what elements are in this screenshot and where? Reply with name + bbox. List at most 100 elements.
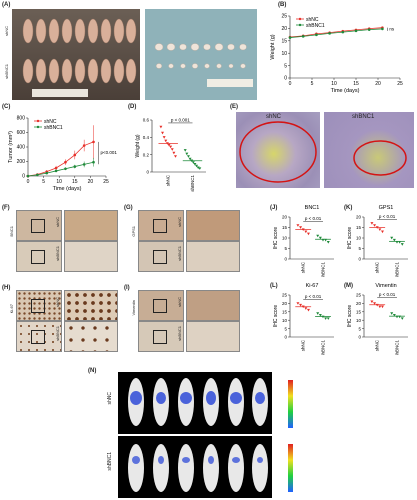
zoom-box xyxy=(153,299,167,313)
x-tick-label: 25 xyxy=(397,81,403,87)
y-tick-label: 20 xyxy=(282,301,288,306)
y-tick-label: 5 xyxy=(284,63,287,69)
y-tick-label: 15 xyxy=(282,225,288,230)
y-tick-label: 20 xyxy=(281,26,287,32)
zoom-box xyxy=(31,330,45,344)
panel-f-ihc-low-2: shBNC1 xyxy=(16,241,62,272)
panel-e-label: (E) xyxy=(230,104,238,110)
panel-e-he-image-shbnc1 xyxy=(324,112,414,188)
data-point-shNC xyxy=(64,160,67,164)
data-point-shNC xyxy=(304,230,308,234)
data-point-shBNC1 xyxy=(73,165,77,168)
data-point-shBNC1 xyxy=(316,312,320,315)
y-tick-label: 0 xyxy=(146,170,149,175)
y-axis-label: IHC score xyxy=(273,227,279,249)
data-point-shBNC1 xyxy=(301,35,305,38)
panel-n-imaging-shnc xyxy=(118,372,272,434)
y-axis-label: Weight (g) xyxy=(135,134,141,157)
mice-imaging-row1 xyxy=(128,378,268,426)
x-category-label: shBNC1 xyxy=(190,175,195,192)
x-tick-label: 20 xyxy=(88,179,94,185)
data-point-shBNC1 xyxy=(318,236,322,240)
x-tick-label: 15 xyxy=(353,81,359,87)
panel-c-label: (C) xyxy=(2,104,11,110)
x-category-label: shNC xyxy=(301,261,306,273)
data-point-shNC xyxy=(170,148,174,151)
panel-a-mice-photo xyxy=(12,9,140,100)
chart-tumor-weight-scatter: 0 0.2 0.4 0.6 Weight (g) shNC shBNC1 p < 0.001 xyxy=(135,117,206,192)
data-point-shBNC1 xyxy=(288,36,292,39)
data-point-shNC xyxy=(306,308,310,312)
data-point-shNC xyxy=(296,302,300,305)
y-tick-label: 15 xyxy=(356,310,362,315)
chart-gps1-ihc-score: 0 5 10 15 20 IHC score GPS1 shNC shBNC1 p < 0.01 xyxy=(347,205,408,277)
x-axis-label: Time (days) xyxy=(53,186,82,192)
x-tick-label: 5 xyxy=(42,179,45,185)
panel-a-row-shbnc1: shBNC1 xyxy=(4,64,9,79)
x-tick-label: 25 xyxy=(103,179,109,185)
panel-g-row2: shBNC1 xyxy=(177,246,182,261)
y-tick-label: 15 xyxy=(281,39,287,45)
x-category-label: shBNC1 xyxy=(395,262,400,277)
y-tick-label: 10 xyxy=(281,51,287,57)
legend-marker-shBNC1 xyxy=(298,23,302,27)
data-point-shBNC1 xyxy=(318,313,322,317)
data-point-shBNC1 xyxy=(341,30,345,34)
data-point-shBNC1 xyxy=(26,174,30,178)
data-point-shNC xyxy=(164,139,168,143)
data-point-shBNC1 xyxy=(198,167,202,170)
panel-h-row2: shBNC1 xyxy=(55,326,60,341)
panel-n-row-shbnc1: shBNC1 xyxy=(107,452,113,471)
significance-text: p < 0.001 xyxy=(171,117,190,122)
panel-f-ihc-zoom xyxy=(64,210,118,241)
data-point-shBNC1 xyxy=(390,236,394,240)
legend-marker-shNC xyxy=(36,119,40,123)
data-point-shNC xyxy=(82,144,86,147)
panel-h-ihc-low-2: shBNC1 xyxy=(16,321,62,352)
panel-d-label: (D) xyxy=(128,104,137,110)
data-point-shBNC1 xyxy=(185,152,189,156)
data-point-shNC xyxy=(296,224,300,227)
data-point-shBNC1 xyxy=(381,27,384,31)
data-point-shNC xyxy=(370,300,374,304)
legend-label-shNC: shNC xyxy=(306,17,319,23)
panel-i-label: (I) xyxy=(124,285,130,291)
panel-g-ihc-low-2: shBNC1 xyxy=(138,241,184,272)
x-axis-label: Time (days) xyxy=(331,88,360,94)
colorbar-1 xyxy=(288,380,293,428)
data-point-shNC xyxy=(373,224,377,227)
data-point-shBNC1 xyxy=(326,317,330,320)
data-point-shNC xyxy=(378,305,382,309)
y-tick-label: 5 xyxy=(358,326,361,331)
zoom-box xyxy=(153,330,167,344)
data-point-shBNC1 xyxy=(400,317,404,320)
data-point-shBNC1 xyxy=(92,160,95,164)
y-tick-label: 0.2 xyxy=(143,152,150,157)
zoom-box xyxy=(153,250,167,264)
panel-i-ihc-zoom-2 xyxy=(186,321,240,352)
data-point-shBNC1 xyxy=(316,234,320,238)
panel-h-marker: Ki-67 xyxy=(9,304,14,314)
data-point-shNC xyxy=(375,303,379,307)
chart-vimentin-ihc-score: 0 5 10 15 20 25 IHC score Vimentin shNC shBNC1 p <… xyxy=(347,283,408,355)
significance-text: p < 0.01 xyxy=(379,214,396,219)
data-point-shBNC1 xyxy=(45,171,49,175)
y-axis-label: IHC score xyxy=(347,227,353,249)
y-tick-label: 0.6 xyxy=(143,118,150,123)
y-tick-label: 0 xyxy=(22,174,25,180)
y-tick-label: 25 xyxy=(281,14,287,20)
y-axis-label: Weight (g) xyxy=(270,34,276,59)
data-point-shNC xyxy=(172,151,176,155)
y-tick-label: 800 xyxy=(17,116,26,122)
y-axis-label: Tumor (mm³) xyxy=(8,131,14,163)
data-point-shBNC1 xyxy=(64,167,67,171)
panel-m-label: (M) xyxy=(344,283,353,289)
panel-j-label: (J) xyxy=(270,205,278,211)
chart-title: GPS1 xyxy=(379,205,394,211)
x-tick-label: 20 xyxy=(375,81,381,87)
data-point-shBNC1 xyxy=(321,315,325,319)
legend-label-shBNC1: shBNC1 xyxy=(306,23,325,29)
panel-i-ihc-low: shNC xyxy=(138,290,184,321)
y-tick-label: 5 xyxy=(284,246,287,251)
y-tick-label: 25 xyxy=(282,293,288,298)
